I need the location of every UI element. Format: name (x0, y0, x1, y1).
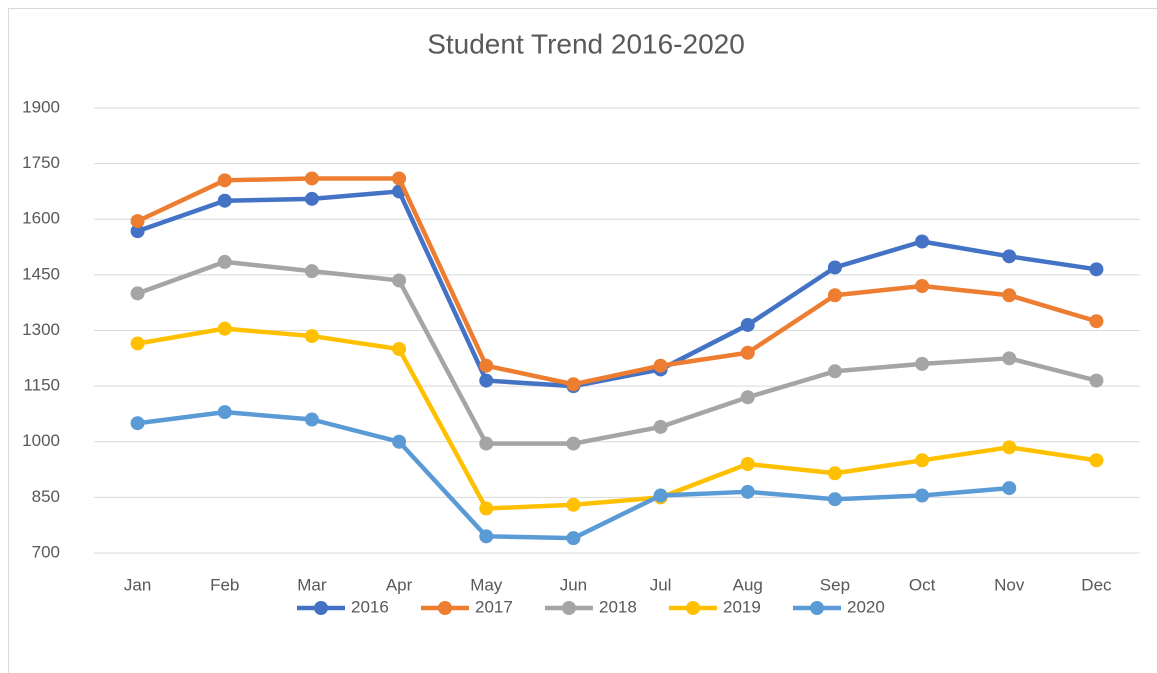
data-point (1002, 288, 1017, 303)
y-tick-label: 700 (32, 542, 60, 561)
data-point (304, 191, 319, 206)
data-point (304, 171, 319, 186)
legend-marker (314, 601, 328, 615)
x-tick-label: Nov (994, 575, 1025, 594)
y-tick-label: 1450 (22, 264, 60, 283)
legend-marker (810, 601, 824, 615)
data-point (915, 356, 930, 371)
data-point (392, 342, 407, 357)
data-point (566, 377, 581, 392)
data-point (304, 264, 319, 279)
data-point (566, 497, 581, 512)
data-point (740, 484, 755, 499)
data-point (915, 453, 930, 468)
legend-marker (562, 601, 576, 615)
data-point (740, 390, 755, 405)
x-tick-label: Mar (297, 575, 327, 594)
x-tick-label: Jan (124, 575, 151, 594)
data-point (1089, 373, 1104, 388)
data-point (1089, 453, 1104, 468)
data-point (130, 214, 145, 229)
y-tick-label: 850 (32, 487, 60, 506)
data-point (1002, 351, 1017, 366)
x-tick-label: Feb (210, 575, 239, 594)
data-point (304, 412, 319, 427)
legend-label: 2019 (723, 597, 761, 616)
chart-frame (8, 8, 1157, 673)
data-point (130, 286, 145, 301)
data-point (217, 173, 232, 188)
series-line (137, 326, 1097, 511)
legend-label: 2020 (847, 597, 885, 616)
data-point (130, 336, 145, 351)
x-tick-label: Oct (909, 575, 936, 594)
y-tick-label: 1600 (22, 209, 60, 228)
legend-marker (438, 601, 452, 615)
legend-label: 2016 (351, 597, 389, 616)
data-point (1002, 481, 1017, 496)
x-tick-label: Apr (386, 575, 413, 594)
y-tick-label: 1000 (22, 431, 60, 450)
chart-title: Student Trend 2016-2020 (427, 28, 745, 59)
data-point (915, 234, 930, 249)
data-point (915, 279, 930, 293)
data-point (1002, 249, 1017, 264)
y-tick-label: 1300 (22, 320, 60, 339)
data-point (479, 529, 494, 544)
data-point (827, 466, 842, 481)
data-point (653, 488, 668, 503)
data-point (827, 364, 842, 379)
x-tick-label: May (470, 575, 503, 594)
x-tick-label: Dec (1081, 575, 1112, 594)
data-point (1089, 262, 1104, 277)
y-tick-label: 1150 (23, 376, 60, 395)
data-point (130, 224, 145, 239)
data-point (479, 436, 494, 451)
data-point (217, 321, 232, 336)
legend-marker (686, 601, 700, 615)
x-tick-label: Aug (733, 575, 763, 594)
y-tick-label: 1900 (22, 97, 60, 116)
data-point (217, 193, 232, 208)
data-point (392, 273, 407, 288)
data-point (130, 416, 145, 431)
data-point (479, 373, 494, 388)
data-point (566, 436, 581, 451)
data-point (217, 254, 232, 269)
data-point (740, 317, 755, 332)
y-tick-label: 1750 (22, 153, 60, 172)
series-line (136, 176, 1098, 387)
data-point (304, 329, 319, 344)
x-tick-label: Jul (650, 575, 672, 594)
data-point (217, 405, 232, 420)
x-tick-label: Jun (560, 575, 587, 594)
data-point (653, 358, 668, 373)
data-point (915, 488, 930, 503)
data-point (392, 171, 407, 186)
data-point (827, 260, 842, 275)
data-point (1089, 314, 1104, 329)
data-point (479, 358, 494, 373)
data-point (392, 434, 407, 449)
series-line (136, 189, 1097, 389)
data-point (479, 501, 494, 516)
data-point (827, 288, 842, 303)
data-point (740, 345, 755, 360)
data-point (653, 419, 668, 434)
legend-label: 2017 (475, 597, 513, 616)
data-point (827, 492, 842, 507)
data-point (740, 457, 755, 471)
data-point (1002, 440, 1017, 455)
data-point (566, 531, 581, 546)
x-tick-label: Sep (820, 575, 850, 594)
series-line (136, 259, 1097, 446)
legend-label: 2018 (599, 597, 637, 616)
